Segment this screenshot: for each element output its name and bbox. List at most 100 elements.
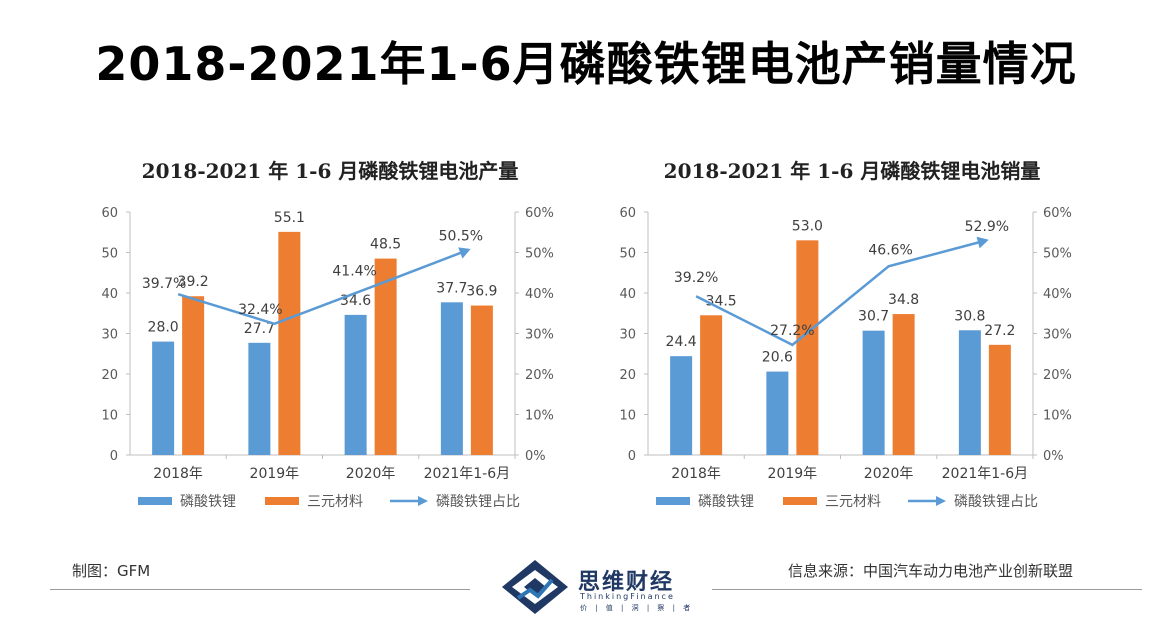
y-tick-label: 20: [619, 368, 636, 383]
y-tick-label: 10: [101, 409, 118, 424]
bar-lfp: [344, 314, 367, 455]
logo-subtitle: ThinkingFinance: [580, 592, 675, 601]
data-label: 27.7: [244, 321, 275, 337]
x-tick-label: 2020年: [864, 466, 914, 482]
y2-tick-label: 10%: [1043, 409, 1072, 424]
data-label: 53.0: [792, 218, 823, 234]
legend-label: 磷酸铁锂占比: [954, 494, 1038, 510]
y-tick-label: 10: [619, 409, 636, 424]
y-tick-label: 20: [101, 368, 118, 383]
bar-ternary: [374, 258, 397, 455]
data-label: 24.4: [666, 334, 697, 350]
y-tick-label: 50: [101, 247, 118, 262]
y2-tick-label: 30%: [1043, 328, 1072, 343]
y-tick-label: 0: [628, 449, 636, 464]
bar-ternary: [182, 296, 205, 455]
x-tick-label: 2019年: [768, 466, 818, 482]
y-tick-label: 40: [101, 287, 118, 302]
y2-tick-label: 40%: [525, 287, 554, 302]
y2-tick-label: 60%: [525, 206, 554, 221]
bar-ternary: [988, 344, 1011, 455]
data-label: 34.6: [340, 293, 371, 309]
bar-lfp: [766, 371, 789, 455]
y2-tick-label: 20%: [1043, 368, 1072, 383]
data-label: 30.7: [858, 309, 889, 325]
line-data-label: 46.6%: [868, 242, 912, 258]
line-data-label: 32.4%: [238, 302, 282, 318]
y2-tick-label: 60%: [1043, 206, 1072, 221]
y-tick-label: 30: [101, 328, 118, 343]
bar-ternary: [700, 315, 723, 455]
y2-tick-label: 50%: [525, 247, 554, 262]
y2-tick-label: 0%: [525, 449, 546, 464]
line-data-label: 39.7%: [142, 276, 186, 292]
data-label: 36.9: [466, 284, 497, 300]
bar-lfp: [152, 341, 175, 455]
line-share: [177, 249, 468, 326]
legend-swatch: [138, 497, 172, 505]
bar-ternary: [892, 314, 915, 455]
legend-label: 磷酸铁锂: [698, 494, 754, 510]
line-arrow: [458, 247, 471, 259]
y-tick-label: 50: [619, 247, 636, 262]
bar-lfp: [862, 330, 885, 455]
logo-name: 思维财经: [578, 570, 675, 595]
chart-credit: 制图：GFM: [72, 562, 151, 580]
bar-ternary: [278, 231, 301, 455]
chart-title-sales: 2018-2021 年 1-6 月磷酸铁锂电池销量: [663, 159, 1041, 183]
bar-lfp: [958, 330, 981, 455]
brand-logo: 思维财经 ThinkingFinance 价 | 值 | 洞 | 察 | 者: [500, 558, 710, 616]
legend-label: 磷酸铁锂占比: [436, 494, 520, 510]
bar-lfp: [248, 342, 271, 455]
y2-tick-label: 30%: [525, 328, 554, 343]
line-data-label: 27.2%: [770, 323, 814, 339]
y-tick-label: 0: [110, 449, 118, 464]
y2-tick-label: 50%: [1043, 247, 1072, 262]
legend-swatch: [265, 497, 299, 505]
data-label: 28.0: [148, 320, 179, 336]
data-label: 48.5: [370, 237, 401, 253]
logo-icon: [502, 560, 568, 614]
logo-slogan: 价 | 值 | 洞 | 察 | 者: [580, 604, 694, 612]
data-label: 20.6: [762, 350, 793, 366]
legend-arrow: [418, 496, 428, 506]
data-label: 39.2: [178, 274, 209, 290]
x-tick-label: 2021年1-6月: [424, 466, 511, 482]
line-arrow: [976, 236, 989, 249]
bar-lfp: [440, 302, 463, 455]
x-tick-label: 2018年: [671, 466, 721, 482]
y-tick-label: 60: [619, 206, 636, 221]
y2-tick-label: 10%: [525, 409, 554, 424]
legend-swatch: [783, 497, 817, 505]
line-data-label: 50.5%: [439, 228, 483, 244]
data-label: 34.5: [706, 293, 737, 309]
bar-lfp: [670, 356, 693, 455]
legend-label: 三元材料: [825, 494, 881, 510]
line-share: [695, 239, 986, 347]
x-tick-label: 2021年1-6月: [942, 466, 1029, 482]
x-tick-label: 2019年: [250, 466, 300, 482]
footer-divider-right: [712, 589, 1142, 590]
legend-label: 三元材料: [307, 494, 363, 510]
line-data-label: 52.9%: [965, 219, 1009, 235]
data-label: 55.1: [274, 210, 305, 226]
data-label: 27.2: [984, 323, 1015, 339]
y2-tick-label: 20%: [525, 368, 554, 383]
x-tick-label: 2020年: [346, 466, 396, 482]
sales-chart: 0 10 20 30 40 50 60 0% 10% 20% 30% 40% 50% 60% 2018年 24…: [619, 206, 1072, 510]
footer-divider-left: [50, 589, 470, 590]
data-label: 34.8: [888, 292, 919, 308]
y2-tick-label: 40%: [1043, 287, 1072, 302]
line-data-label: 39.2%: [674, 270, 718, 286]
page-title: 2018-2021年1-6月磷酸铁锂电池产销量情况: [95, 37, 1077, 91]
line-data-label: 41.4%: [332, 263, 376, 279]
source-note: 信息来源：中国汽车动力电池产业创新联盟: [788, 562, 1074, 580]
y-tick-label: 40: [619, 287, 636, 302]
x-tick-label: 2018年: [153, 466, 203, 482]
chart-title-production: 2018-2021 年 1-6 月磷酸铁锂电池产量: [141, 159, 519, 183]
y-tick-label: 30: [619, 328, 636, 343]
y2-tick-label: 0%: [1043, 449, 1064, 464]
data-label: 30.8: [954, 308, 985, 324]
legend-label: 磷酸铁锂: [180, 494, 236, 510]
data-label: 37.7: [436, 280, 467, 296]
